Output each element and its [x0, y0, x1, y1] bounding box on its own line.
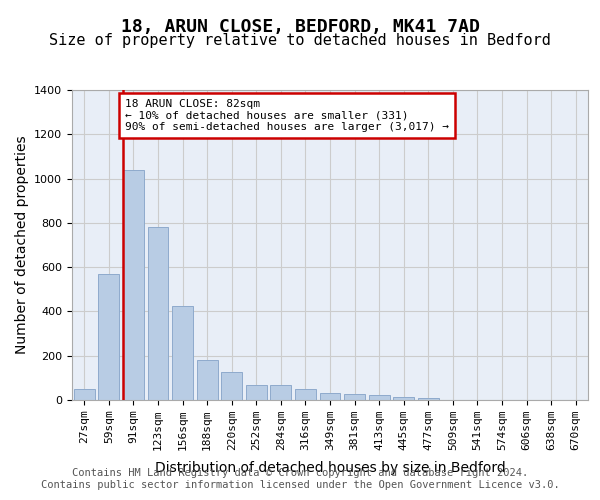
Bar — [393, 398, 414, 400]
Bar — [271, 385, 292, 400]
Bar — [74, 389, 95, 400]
Bar — [197, 360, 218, 400]
Bar — [148, 228, 169, 400]
Text: 18 ARUN CLOSE: 82sqm
← 10% of detached houses are smaller (331)
90% of semi-deta: 18 ARUN CLOSE: 82sqm ← 10% of detached h… — [125, 99, 449, 132]
Text: Contains HM Land Registry data © Crown copyright and database right 2024.
Contai: Contains HM Land Registry data © Crown c… — [41, 468, 559, 490]
Text: Size of property relative to detached houses in Bedford: Size of property relative to detached ho… — [49, 32, 551, 48]
Bar — [295, 389, 316, 400]
Bar — [368, 395, 389, 400]
X-axis label: Distribution of detached houses by size in Bedford: Distribution of detached houses by size … — [155, 462, 505, 475]
Bar — [172, 306, 193, 400]
Bar — [221, 372, 242, 400]
Bar — [344, 394, 365, 400]
Y-axis label: Number of detached properties: Number of detached properties — [14, 136, 29, 354]
Bar — [246, 384, 267, 400]
Bar — [418, 398, 439, 400]
Bar — [98, 274, 119, 400]
Bar — [123, 170, 144, 400]
Text: 18, ARUN CLOSE, BEDFORD, MK41 7AD: 18, ARUN CLOSE, BEDFORD, MK41 7AD — [121, 18, 479, 36]
Bar — [320, 394, 340, 400]
